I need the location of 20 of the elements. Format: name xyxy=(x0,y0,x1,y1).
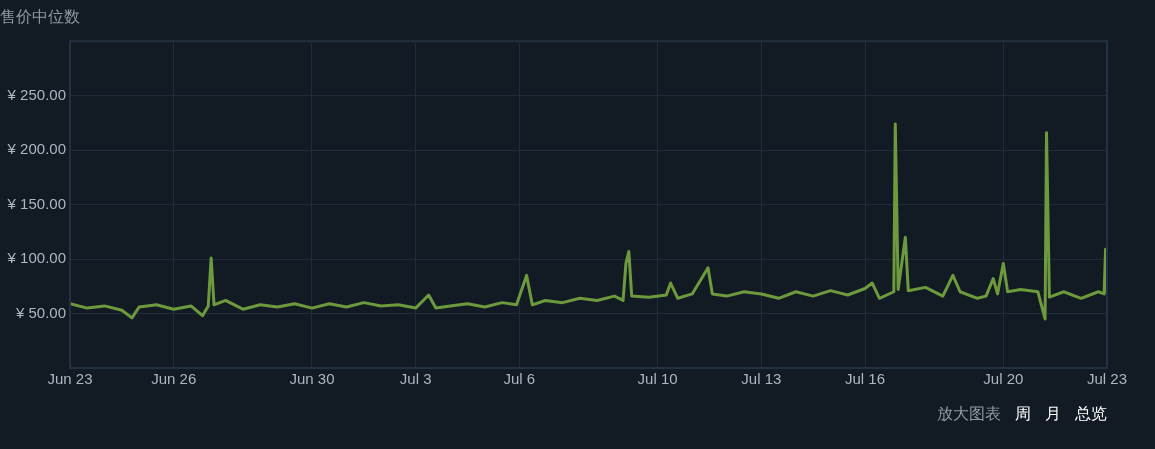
x-tick-label: Jun 30 xyxy=(289,370,335,388)
y-tick-label: ¥ 250.00 xyxy=(6,85,66,103)
text: 放大图表 xyxy=(937,404,1001,424)
x-tick-label: Jul 23 xyxy=(1086,370,1128,388)
x-tick-label: Jul 16 xyxy=(845,370,886,388)
y-tick-label: ¥ 50.00 xyxy=(14,303,66,321)
x-tick-label: Jul 10 xyxy=(637,370,678,388)
x-tick-label: Jun 26 xyxy=(151,370,197,388)
y-tick-label: ¥ 150.00 xyxy=(6,194,66,212)
x-tick-label: Jul 20 xyxy=(983,370,1024,388)
y-tick-label: ¥ 100.00 xyxy=(6,249,66,267)
text: 周 xyxy=(1015,404,1031,424)
x-tick-label: Jul 3 xyxy=(399,370,432,388)
y-tick-label: ¥ 200.00 xyxy=(6,140,66,158)
text: 总览 xyxy=(1075,404,1107,424)
text: 月 xyxy=(1045,404,1061,424)
x-tick-label: Jul 13 xyxy=(741,370,782,388)
x-tick-label: Jun 23 xyxy=(47,370,93,388)
x-tick-label: Jul 6 xyxy=(503,370,536,388)
chart-title: 售价中位数 xyxy=(0,8,80,26)
